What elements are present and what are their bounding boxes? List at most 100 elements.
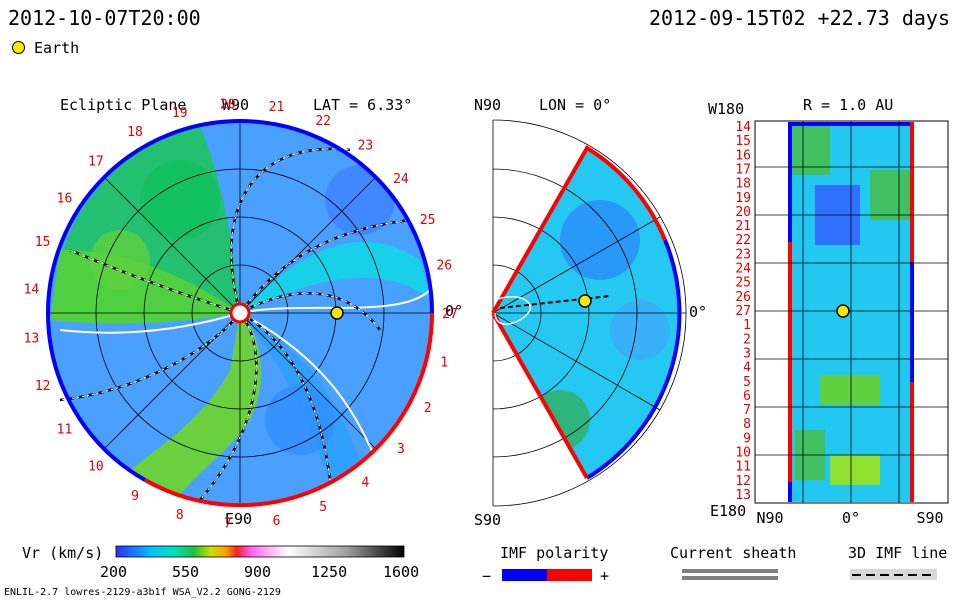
model-info: ENLIL-2.7 lowres-2129-a3b1f WSA_V2.2 GON… xyxy=(4,587,281,598)
sphere-y-label: 15 xyxy=(735,134,751,149)
sphere-x-labels: N90 0° S90 xyxy=(756,509,943,527)
carrington-label: 17 xyxy=(88,154,104,169)
carrington-label: 10 xyxy=(88,460,104,475)
sphere-y-label: 4 xyxy=(743,361,751,376)
ecliptic-plot xyxy=(45,119,434,508)
carrington-label: 25 xyxy=(420,213,436,228)
model-time: 2012-10-07T20:00 xyxy=(8,6,201,30)
carrington-label: 27 xyxy=(442,307,458,322)
sphere-y-label: 9 xyxy=(743,431,751,446)
sphere-y-label: 22 xyxy=(735,233,751,248)
colorbar-tick-550: 550 xyxy=(172,563,200,581)
sphere-y-labels: 1415161718192021222324252627123456789101… xyxy=(735,120,751,503)
earth-legend: Earth xyxy=(12,39,79,57)
carrington-label: 2 xyxy=(424,401,432,416)
carrington-label: 24 xyxy=(393,172,409,187)
current-sheath-swatch xyxy=(682,569,778,580)
sphere-y-label: 14 xyxy=(735,120,751,135)
carrington-label: 8 xyxy=(176,508,184,523)
sphere-y-label: 24 xyxy=(735,262,751,277)
sun-marker xyxy=(229,302,251,324)
sphere-title: R = 1.0 AU xyxy=(803,96,894,114)
ecliptic-rim-negative-2 xyxy=(239,119,434,314)
imf-plus-label: + xyxy=(600,567,610,585)
sphere-y-label: 1 xyxy=(743,318,751,333)
sphere-y-label: 2 xyxy=(743,332,751,347)
carrington-label: 6 xyxy=(273,514,281,529)
carrington-label: 14 xyxy=(24,283,40,298)
meridional-right-label: 0° xyxy=(689,303,708,321)
carrington-label: 4 xyxy=(361,475,369,490)
imf-line-label: 3D IMF line xyxy=(848,544,948,562)
meridional-lon-label: LON = 0° xyxy=(539,96,612,114)
carrington-labels: 20 21222324252627123456789101112131415161… xyxy=(24,97,458,531)
earth-marker-ecliptic xyxy=(330,306,344,320)
carrington-label: 21 xyxy=(269,100,285,115)
sphere-y-label: 21 xyxy=(735,219,751,234)
ecliptic-title: Ecliptic Plane xyxy=(60,96,187,114)
imf-minus-label: − xyxy=(482,567,492,585)
slow-region xyxy=(240,241,432,313)
sphere-y-label: 23 xyxy=(735,247,751,262)
sphere-y-label: 16 xyxy=(735,148,751,163)
sphere-y-label: 6 xyxy=(743,389,751,404)
sphere-y-label: 25 xyxy=(735,276,751,291)
carrington-label: 20 xyxy=(220,97,236,112)
earth-marker-meridional xyxy=(578,294,592,308)
sphere-y-label: 18 xyxy=(735,177,751,192)
carrington-label: 9 xyxy=(131,489,139,504)
ecliptic-right-label: 0° xyxy=(445,302,464,320)
carrington-label: 23 xyxy=(358,139,374,154)
stream-band-south xyxy=(130,313,261,495)
carrington-label: 19 xyxy=(172,106,188,121)
meridional-bottom-label: S90 xyxy=(474,511,502,529)
sphere-y-label: 20 xyxy=(735,205,751,220)
sphere-y-label: 7 xyxy=(743,403,751,418)
sphere-y-label: 3 xyxy=(743,347,751,362)
meridional-plot xyxy=(491,119,687,507)
carrington-label: 11 xyxy=(57,422,73,437)
run-time: 2012-09-15T02 +22.73 days xyxy=(648,6,950,30)
earth-legend-label: Earth xyxy=(34,39,80,57)
colorbar xyxy=(115,545,405,558)
carrington-label: 15 xyxy=(35,235,51,250)
sphere-x-label: S90 xyxy=(916,509,943,527)
sphere-y-label: 10 xyxy=(735,446,751,461)
sphere-bottom-left-label: E180 xyxy=(710,502,747,520)
colorbar-tick-1600: 1600 xyxy=(383,563,420,581)
imf-polarity-label: IMF polarity xyxy=(500,544,609,562)
imf-polarity-swatch xyxy=(502,569,592,581)
carrington-label: 3 xyxy=(397,442,405,457)
carrington-label: 22 xyxy=(315,114,331,129)
sphere-top-left-label: W180 xyxy=(708,100,745,118)
imf-line-swatch xyxy=(850,569,937,580)
colorbar-tick-900: 900 xyxy=(244,563,272,581)
carrington-label: 16 xyxy=(57,192,73,207)
colorbar-label: Vr (km/s) xyxy=(22,544,104,562)
carrington-label: 7 xyxy=(224,517,232,532)
sphere-plot xyxy=(754,120,949,504)
carrington-label: 18 xyxy=(127,125,143,140)
sphere-y-label: 13 xyxy=(735,488,751,503)
earth-marker-sphere xyxy=(836,304,850,318)
carrington-label: 12 xyxy=(35,379,51,394)
sphere-y-label: 8 xyxy=(743,417,751,432)
sphere-y-label: 27 xyxy=(735,304,751,319)
colorbar-tick-200: 200 xyxy=(100,563,128,581)
carrington-label: 26 xyxy=(436,259,452,274)
meridional-top-label: N90 xyxy=(474,96,502,114)
sphere-y-label: 26 xyxy=(735,290,751,305)
sphere-y-label: 17 xyxy=(735,163,751,178)
carrington-label: 13 xyxy=(24,331,40,346)
earth-marker-icon xyxy=(12,41,25,54)
ecliptic-rim-negative xyxy=(45,119,241,482)
ecliptic-bottom-label: E90 xyxy=(225,510,253,528)
sphere-y-label: 19 xyxy=(735,191,751,206)
sphere-y-label: 12 xyxy=(735,474,751,489)
colorbar-tick-1250: 1250 xyxy=(311,563,348,581)
sphere-y-label: 5 xyxy=(743,375,751,390)
ecliptic-lat-label: LAT = 6.33° xyxy=(313,96,413,114)
sphere-y-label: 11 xyxy=(735,460,751,475)
carrington-label: 5 xyxy=(319,500,327,515)
